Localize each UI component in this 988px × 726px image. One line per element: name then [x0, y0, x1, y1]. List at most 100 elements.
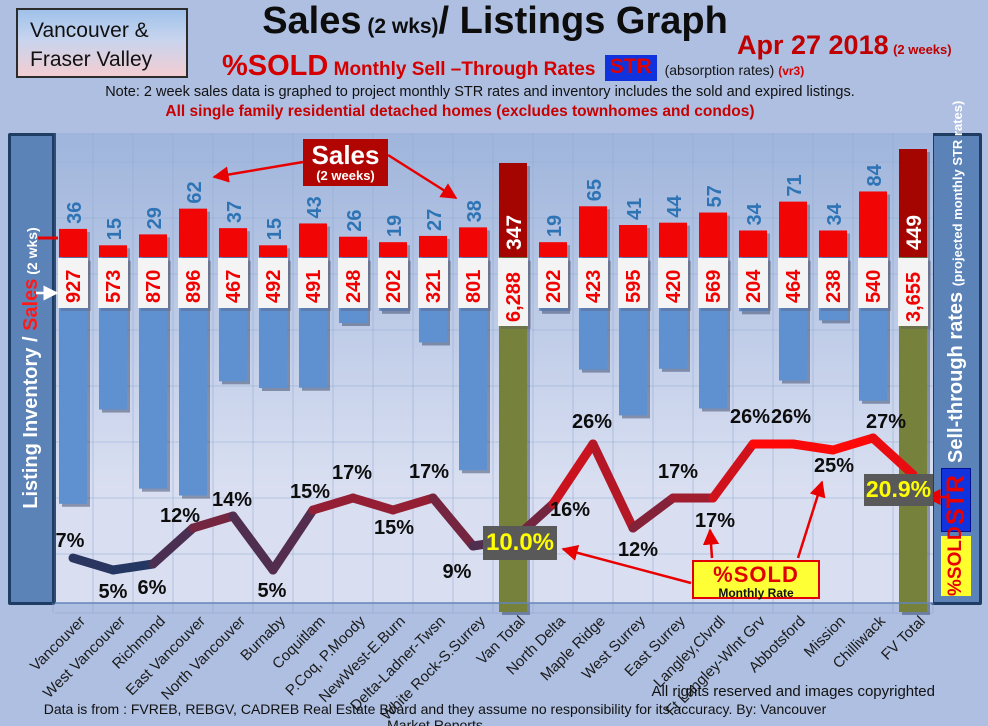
- svg-text:17%: 17%: [658, 461, 698, 483]
- svg-text:491: 491: [303, 270, 325, 303]
- left-axis-sales-text: Sales: [20, 278, 42, 331]
- svg-text:Delta-Ladner-Twsn: Delta-Ladner-Twsn: [347, 613, 449, 715]
- svg-text:204: 204: [743, 269, 765, 303]
- svg-text:38: 38: [464, 200, 486, 222]
- subtitle-absorption: (absorption rates): [660, 62, 779, 78]
- svg-text:Maple Ridge: Maple Ridge: [537, 613, 609, 685]
- pct-sold-callout-sub: Monthly Rate: [718, 586, 794, 600]
- title-main: Sales: [262, 0, 362, 42]
- title-rest: / Listings Graph: [438, 0, 728, 42]
- svg-text:17%: 17%: [332, 462, 372, 484]
- svg-text:449: 449: [903, 215, 926, 250]
- str-badge: STR: [604, 55, 657, 81]
- svg-text:12%: 12%: [618, 539, 658, 561]
- svg-text:16%: 16%: [550, 499, 590, 521]
- subnote-line: All single family residential detached h…: [165, 103, 755, 120]
- svg-text:57: 57: [704, 185, 726, 207]
- pct-sold-callout: %SOLD Monthly Rate: [692, 560, 820, 599]
- svg-text:26: 26: [344, 209, 366, 231]
- svg-text:Burnaby: Burnaby: [237, 612, 289, 664]
- svg-text:202: 202: [383, 270, 405, 303]
- svg-text:27%: 27%: [866, 411, 906, 433]
- pct-sold-side-badge: %SOLD: [941, 526, 971, 596]
- svg-text:East Surrey: East Surrey: [621, 612, 689, 680]
- svg-text:6%: 6%: [138, 577, 167, 599]
- svg-text:15%: 15%: [290, 481, 330, 503]
- svg-text:FV Total: FV Total: [878, 613, 929, 664]
- svg-text:84: 84: [864, 163, 886, 186]
- left-axis-bar: [8, 133, 55, 605]
- region-line2: Fraser Valley: [30, 48, 153, 71]
- page-title: Sales (2 wks)/ Listings Graph: [230, 0, 760, 43]
- subtitle-pct-sold: %SOLD: [222, 50, 329, 82]
- svg-text:14%: 14%: [212, 489, 252, 511]
- svg-text:Mission: Mission: [801, 613, 849, 661]
- svg-text:238: 238: [823, 270, 845, 303]
- svg-text:5%: 5%: [99, 581, 128, 603]
- date-text: Apr 27 2018: [737, 30, 889, 60]
- region-line1: Vancouver &: [30, 19, 149, 42]
- svg-text:Coquitlam: Coquitlam: [269, 613, 329, 673]
- svg-text:34: 34: [744, 202, 766, 225]
- van-total-rate-box: 10.0%: [483, 526, 557, 560]
- svg-text:347: 347: [503, 215, 526, 250]
- svg-text:36: 36: [64, 202, 86, 224]
- svg-text:202: 202: [543, 270, 565, 303]
- svg-text:569: 569: [703, 270, 725, 303]
- svg-text:Abbotsford: Abbotsford: [746, 613, 809, 676]
- sales-callout-title: Sales: [311, 140, 380, 170]
- svg-text:801: 801: [463, 270, 485, 303]
- left-axis-label: Listing Inventory / Sales (2 wks): [9, 133, 53, 603]
- svg-text:27: 27: [424, 209, 446, 231]
- svg-text:Vancouver: Vancouver: [27, 613, 89, 675]
- svg-text:Langley,Clvrdl: Langley,Clvrdl: [650, 613, 728, 691]
- svg-text:62: 62: [184, 181, 206, 203]
- svg-text:Richmond: Richmond: [109, 613, 169, 673]
- svg-text:15: 15: [264, 218, 286, 240]
- left-axis-wks-text: (2 wks): [24, 227, 40, 279]
- svg-text:15: 15: [104, 218, 126, 240]
- left-axis-inventory-text: Listing Inventory /: [20, 330, 42, 509]
- rights-text: All rights reserved and images copyright…: [651, 683, 935, 700]
- svg-text:420: 420: [663, 270, 685, 303]
- note-line: Note: 2 week sales data is graphed to pr…: [105, 84, 855, 100]
- svg-text:Van Total: Van Total: [474, 613, 529, 668]
- sales-callout: Sales (2 weeks): [303, 139, 388, 186]
- svg-text:43: 43: [304, 196, 326, 218]
- svg-text:12%: 12%: [160, 505, 200, 527]
- svg-text:248: 248: [343, 270, 365, 303]
- svg-text:29: 29: [144, 207, 166, 229]
- svg-text:5%: 5%: [258, 580, 287, 602]
- svg-text:573: 573: [103, 270, 125, 303]
- pct-sold-callout-title: %SOLD: [713, 562, 799, 587]
- source-text: Data is from : FVREB, REBGV, CADREB Real…: [43, 701, 827, 726]
- right-axis-label: Sell-through rates (projected monthly ST…: [936, 101, 976, 463]
- title-paren: (2 wks): [361, 15, 439, 38]
- svg-text:P.Coq, P.Moody: P.Coq, P.Moody: [282, 612, 369, 699]
- subtitle-mid: Monthly Sell –Through Rates: [328, 59, 601, 80]
- svg-text:423: 423: [583, 270, 605, 303]
- svg-text:26%: 26%: [572, 411, 612, 433]
- svg-text:West Vancouver: West Vancouver: [40, 613, 129, 702]
- svg-text:7%: 7%: [56, 530, 85, 552]
- svg-text:15%: 15%: [374, 517, 414, 539]
- svg-text:26%: 26%: [730, 406, 770, 428]
- svg-text:870: 870: [143, 270, 165, 303]
- sales-callout-sub: (2 weeks): [316, 168, 375, 183]
- fv-total-rate-box: 20.9%: [864, 474, 933, 506]
- region-box: Vancouver & Fraser Valley: [16, 8, 188, 78]
- svg-text:34: 34: [824, 202, 846, 225]
- svg-text:65: 65: [584, 179, 606, 201]
- svg-text:321: 321: [423, 270, 445, 303]
- svg-text:492: 492: [263, 270, 285, 303]
- svg-text:44: 44: [664, 195, 686, 218]
- svg-text:East Vancouver: East Vancouver: [123, 613, 209, 699]
- svg-text:25%: 25%: [814, 455, 854, 477]
- svg-text:540: 540: [863, 270, 885, 303]
- svg-text:West Surrey: West Surrey: [579, 612, 650, 683]
- svg-text:6,288: 6,288: [503, 272, 525, 322]
- svg-text:North Delta: North Delta: [503, 612, 569, 678]
- svg-text:26%: 26%: [771, 406, 811, 428]
- svg-text:19: 19: [544, 215, 566, 237]
